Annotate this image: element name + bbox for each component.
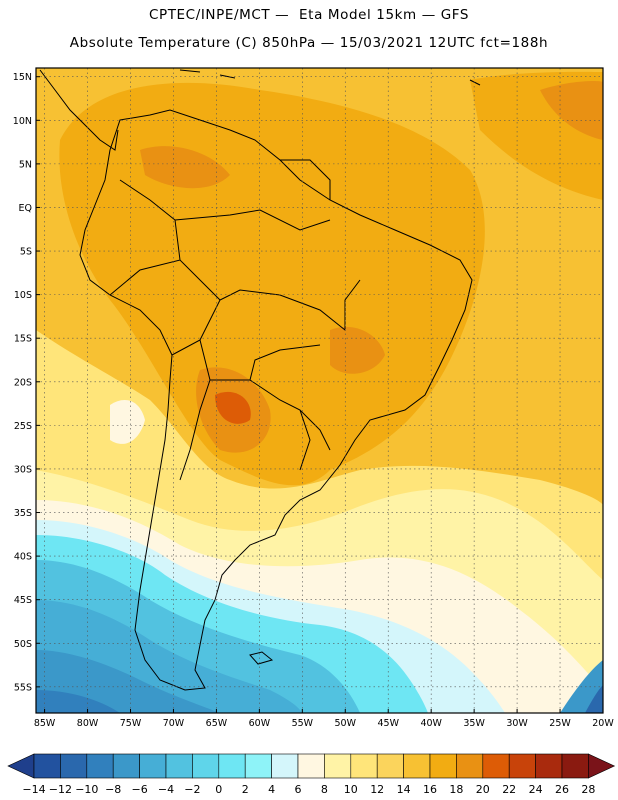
lon-label: 30W [506, 718, 528, 729]
title-line-2: Absolute Temperature (C) 850hPa — 15/03/… [69, 35, 549, 51]
colorbar-swatch [535, 753, 563, 779]
colorbar-swatch [376, 753, 404, 779]
colorbar-swatch [482, 753, 510, 779]
colorbar-swatch [324, 753, 352, 779]
colorbar-swatch [192, 753, 220, 779]
temperature-field [36, 68, 603, 713]
colorbar-swatch [561, 753, 589, 779]
lat-label: 50S [14, 639, 32, 650]
colorbar-label: −14 [22, 783, 45, 796]
lat-label: 30S [14, 464, 32, 475]
colorbar-left-arrow [7, 753, 35, 779]
lon-label: 35W [463, 718, 485, 729]
colorbar-swatch [112, 753, 140, 779]
colorbar-label: 6 [295, 783, 302, 796]
lon-label: 65W [206, 718, 228, 729]
lon-label: 55W [292, 718, 314, 729]
lon-label: 50W [335, 718, 357, 729]
lon-label: 80W [77, 718, 99, 729]
colorbar-label: 14 [397, 783, 411, 796]
lat-label: 35S [14, 508, 32, 519]
lat-label: 15S [14, 334, 32, 345]
lon-label: 60W [249, 718, 271, 729]
colorbar-swatch [271, 753, 299, 779]
caribbean-islands [179, 69, 481, 86]
colorbar-label: 2 [242, 783, 249, 796]
lon-label: 40W [420, 718, 442, 729]
falkland-islands [249, 651, 274, 665]
map-frame [35, 67, 604, 714]
latitude-labels: 15N 10N 5N EQ 5S 10S 15S 20S 25S 30S 35S 40S 45S 50S 5… [13, 72, 40, 693]
colorbar-swatch [218, 753, 246, 779]
colorbar-label: 20 [476, 783, 490, 796]
colorbar-label: 12 [370, 783, 384, 796]
colorbar-swatch [139, 753, 167, 779]
lon-label: 75W [120, 718, 142, 729]
lat-label: 25S [14, 421, 32, 432]
colorbar-swatch [297, 753, 325, 779]
lat-label: 5S [20, 247, 32, 258]
colorbar-label: 28 [581, 783, 595, 796]
country-borders [109, 159, 361, 481]
south-america-coastline [79, 109, 473, 691]
lon-label: 70W [163, 718, 185, 729]
colorbar-swatch [33, 753, 61, 779]
lat-label: 55S [14, 682, 32, 693]
lon-label: 45W [377, 718, 399, 729]
lat-label: 5N [19, 159, 32, 170]
colorbar-label: −2 [184, 783, 200, 796]
title-line-1: CPTEC/INPE/MCT — Eta Model 15km — GFS [148, 7, 470, 23]
colorbar-swatch [403, 753, 431, 779]
colorbar-swatch [456, 753, 484, 779]
colorbar-label: −4 [158, 783, 174, 796]
lat-lon-gridlines [36, 68, 603, 713]
colorbar-label: 0 [215, 783, 222, 796]
colorbar-label: 10 [344, 783, 358, 796]
colorbar-swatch [244, 753, 272, 779]
colorbar-label: 22 [502, 783, 516, 796]
lat-label: EQ [19, 203, 32, 214]
colorbar-label: 16 [423, 783, 437, 796]
colorbar-swatch [429, 753, 457, 779]
central-america [39, 69, 119, 151]
colorbar-swatch [165, 753, 193, 779]
colorbar: −14 −12 −10 −8 −6 −4 −2 0 2 4 6 8 10 12 14 16 18 20 22 24 26… [7, 753, 616, 796]
lat-label: 20S [14, 377, 32, 388]
lat-label: 45S [14, 595, 32, 606]
colorbar-swatch [86, 753, 114, 779]
lat-label: 40S [14, 552, 32, 563]
colorbar-swatch [508, 753, 536, 779]
colorbar-label: 24 [529, 783, 543, 796]
colorbar-label: −8 [105, 783, 121, 796]
coastline-borders [39, 69, 481, 691]
lat-label: 15N [13, 72, 32, 83]
lon-label: 20W [592, 718, 614, 729]
colorbar-right-arrow [588, 753, 616, 779]
colorbar-swatch [350, 753, 378, 779]
lon-label: 25W [549, 718, 571, 729]
colorbar-swatch [60, 753, 88, 779]
lat-label: 10S [14, 290, 32, 301]
colorbar-label: 8 [321, 783, 328, 796]
colorbar-label: 4 [268, 783, 275, 796]
lon-label: 85W [34, 718, 56, 729]
colorbar-label: −10 [75, 783, 98, 796]
colorbar-label: 18 [449, 783, 463, 796]
colorbar-label: −6 [131, 783, 147, 796]
colorbar-label: −12 [49, 783, 72, 796]
longitude-labels: 85W 80W 75W 70W 65W 60W 55W 50W 45W 40W 35W 30W 25W 2… [34, 709, 614, 729]
colorbar-label: 26 [555, 783, 569, 796]
lat-label: 10N [13, 116, 32, 127]
